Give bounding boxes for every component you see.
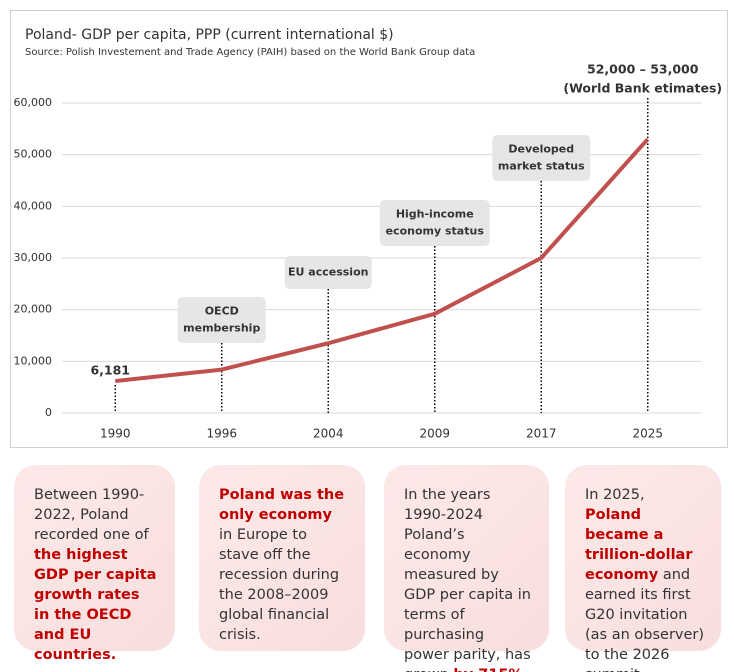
estimate-note: (World Bank etimates) [563,81,722,96]
y-tick-label: 10,000 [14,354,53,367]
y-tick-label: 0 [45,406,52,419]
value-label: 52,000 – 53,000 [587,62,699,77]
note-highlight: the highest GDP per capita growth rates … [34,547,157,663]
note-highlight: by 715%. [453,667,528,672]
milestone-label: EU accession [288,266,368,279]
milestone-label: OECD [205,305,239,318]
data-line [115,137,650,384]
x-tick-label: 2004 [313,427,344,441]
milestone-box [177,297,266,343]
y-tick-label: 60,000 [14,96,53,109]
milestone-label: Developed [508,143,574,156]
note-card: In the years 1990-2024 Poland’s economy … [384,465,549,672]
note-text: in Europe to stave off the recession dur… [219,527,340,643]
chart-subtitle: Source: Polish Investement and Trade Age… [25,47,475,58]
y-tick-label: 40,000 [14,199,53,212]
note-highlight: Poland became a trillion-dollar economy [585,507,693,583]
value-label: 6,181 [90,363,130,378]
x-tick-label: 2009 [419,427,450,441]
milestone-label: High-income [396,208,474,221]
milestone-box [492,135,591,181]
y-tick-label: 20,000 [14,303,53,316]
note-card: Between 1990-2022, Poland recorded one o… [14,465,175,663]
milestone-label: membership [183,322,260,335]
y-tick-label: 30,000 [14,251,53,264]
note-card: Poland was the only economy in Europe to… [199,465,365,651]
note-highlight: Poland was the only economy [219,487,345,523]
note-text: In 2025, [585,487,645,503]
chart: Poland- GDP per capita, PPP (current int… [10,10,728,448]
x-tick-label: 1990 [100,427,131,441]
milestone-box [379,200,490,246]
x-tick-label: 1996 [206,427,237,441]
note-card: In 2025, Poland became a trillion-dollar… [565,465,721,672]
milestone-label: market status [498,160,585,173]
note-text: In the years 1990-2024 Poland’s economy … [404,487,531,672]
x-tick-label: 2025 [632,427,663,441]
chart-frame [10,10,728,448]
milestone-label: economy status [386,225,485,238]
note-text: Between 1990-2022, Poland recorded one o… [34,487,149,543]
milestone-box [284,256,372,289]
chart-title: Poland- GDP per capita, PPP (current int… [25,27,394,43]
note-text: and earned its first G20 invitation (as … [585,567,705,672]
x-tick-label: 2017 [526,427,557,441]
y-tick-label: 50,000 [14,148,53,161]
